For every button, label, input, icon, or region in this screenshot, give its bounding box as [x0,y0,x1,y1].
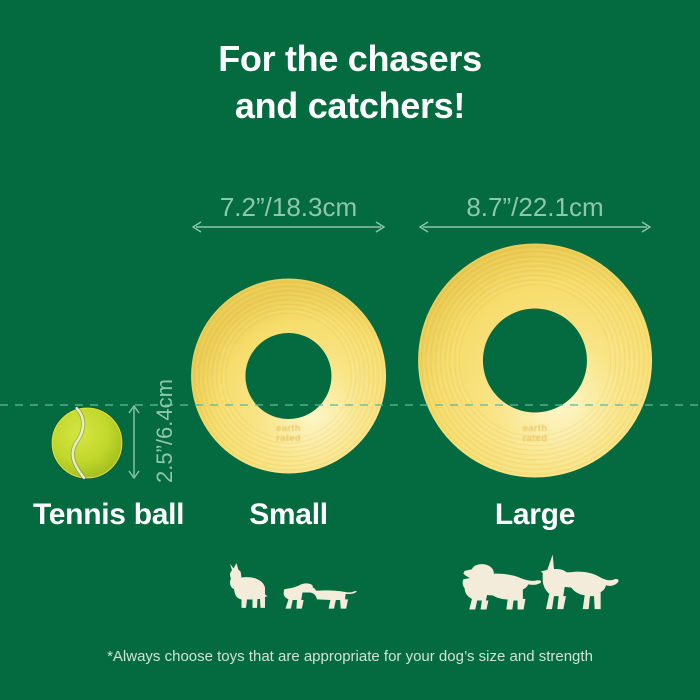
svg-text:Small: Small [249,498,328,531]
svg-text:2.5”/6.4cm: 2.5”/6.4cm [152,379,177,483]
svg-text:Tennis ball: Tennis ball [33,498,184,531]
svg-text:Large: Large [495,498,575,531]
